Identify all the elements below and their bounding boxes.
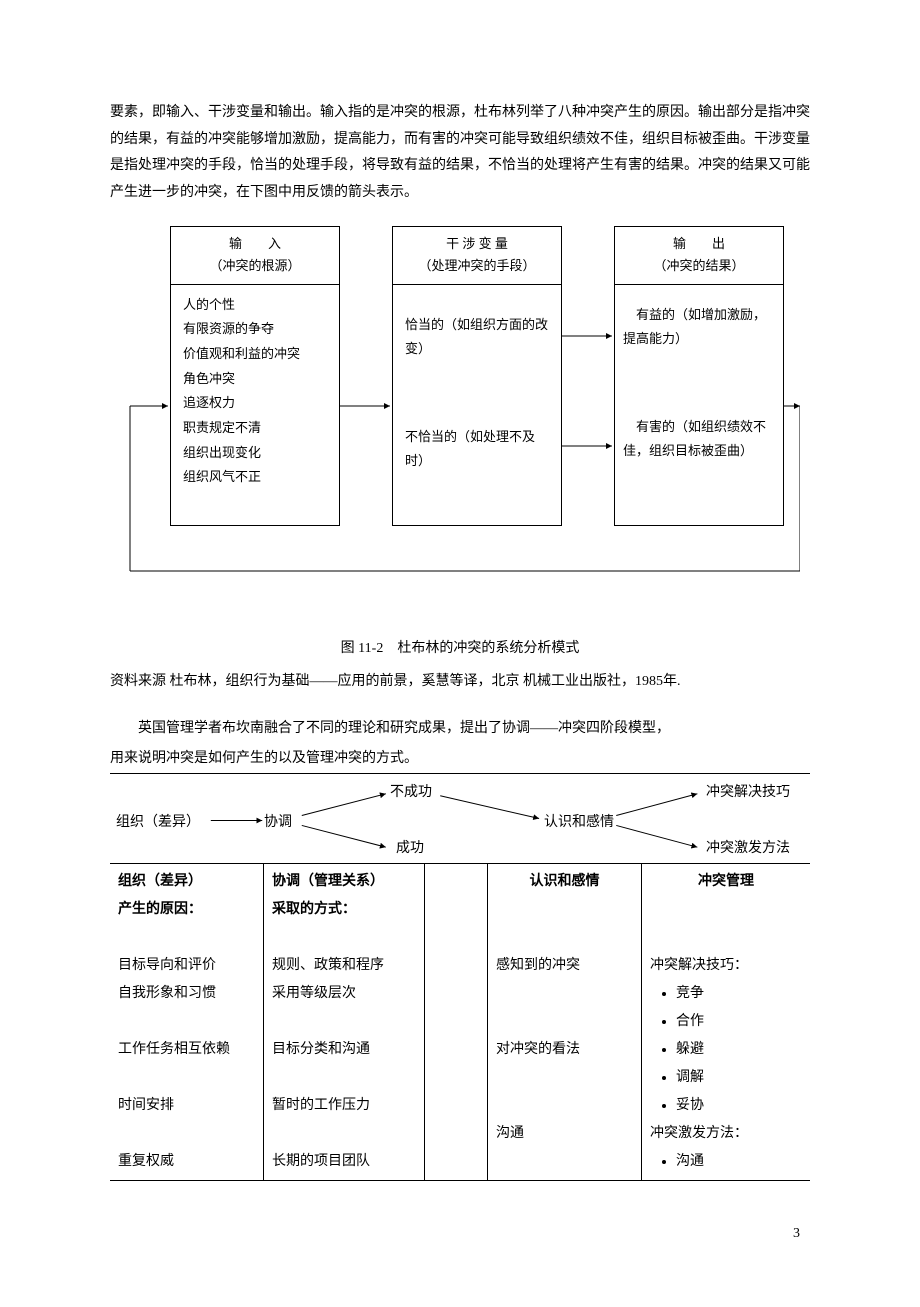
intervening-lower: 不恰当的（如处理不及时） <box>405 425 549 474</box>
box-output: 输 出 （冲突的结果） 有益的（如增加激励，提高能力） 有害的（如组织绩效不佳，… <box>614 226 784 526</box>
resolve-bullets: 竞争 合作 躲避 调解 妥协 <box>650 980 802 1120</box>
diagram-dublin-model: 输 入 （冲突的根源） 人的个性 有限资源的争夺 价值观和利益的冲突 角色冲突 … <box>120 226 800 606</box>
col2-header-b: 采取的方式： <box>272 896 416 924</box>
col1-item <box>118 1008 255 1036</box>
col3-item: 对冲突的看法 <box>496 1036 633 1064</box>
col3-header-a: 认识和感情 <box>496 868 633 896</box>
col2-header-a: 协调（管理关系） <box>272 868 416 896</box>
output-lower: 有害的（如组织绩效不佳，组织目标被歪曲） <box>623 415 775 464</box>
input-item: 角色冲突 <box>183 367 327 392</box>
bullet-item: 躲避 <box>676 1036 802 1064</box>
page-number: 3 <box>110 1221 810 1248</box>
flow-node-perception: 认识和感情 <box>544 810 614 837</box>
input-item: 组织风气不正 <box>183 465 327 490</box>
flow-node-successful: 成功 <box>396 836 424 863</box>
flow-node-org: 组织（差异） <box>116 810 200 837</box>
flow-row: 组织（差异） 协调 不成功 成功 认识和感情 冲突解决技巧 冲突激发方法 <box>110 774 810 864</box>
col3-item <box>496 980 633 1008</box>
intro-paragraph: 要素，即输入、干涉变量和输出。输入指的是冲突的根源，杜布林列举了八种冲突产生的原… <box>110 100 810 206</box>
input-item: 人的个性 <box>183 293 327 318</box>
col1-item: 重复权威 <box>118 1148 255 1176</box>
box-intervening-title: 干 涉 变 量 <box>397 233 557 255</box>
col3-item: 感知到的冲突 <box>496 952 633 980</box>
box-input-subtitle: （冲突的根源） <box>175 255 335 277</box>
col1-item: 时间安排 <box>118 1092 255 1120</box>
stimulate-bullets: 沟通 <box>650 1148 802 1176</box>
input-item: 追逐权力 <box>183 391 327 416</box>
figure-caption: 图 11-2 杜布林的冲突的系统分析模式 <box>110 636 810 663</box>
col3-item <box>496 1064 633 1092</box>
figure-source: 资料来源 杜布林，组织行为基础——应用的前景，奚慧等译，北京 机械工业出版社，1… <box>110 669 810 696</box>
col1-item: 工作任务相互依赖 <box>118 1036 255 1064</box>
input-item: 职责规定不清 <box>183 416 327 441</box>
bullet-item: 合作 <box>676 1008 802 1036</box>
diagram-buchanan-model: 组织（差异） 协调 不成功 成功 认识和感情 冲突解决技巧 冲突激发方法 组织（… <box>110 773 810 1181</box>
box-output-subtitle: （冲突的结果） <box>619 255 779 277</box>
col3-item: 沟通 <box>496 1120 633 1148</box>
flow-node-resolve: 冲突解决技巧 <box>706 780 790 807</box>
col2-item <box>272 1008 416 1036</box>
col1-item <box>118 1120 255 1148</box>
bullet-item: 调解 <box>676 1064 802 1092</box>
input-item: 组织出现变化 <box>183 441 327 466</box>
paragraph-2b: 用来说明冲突是如何产生的以及管理冲突的方式。 <box>110 746 810 773</box>
col4-header-a: 冲突管理 <box>650 868 802 896</box>
bullet-item: 妥协 <box>676 1092 802 1120</box>
box-output-title: 输 出 <box>619 233 779 255</box>
col3-item <box>496 1092 633 1120</box>
col2-item <box>272 1120 416 1148</box>
paragraph-2a: 英国管理学者布坎南融合了不同的理论和研究成果，提出了协调——冲突四阶段模型， <box>110 716 810 743</box>
col4-label-resolve: 冲突解决技巧： <box>650 952 802 980</box>
bullet-item: 竞争 <box>676 980 802 1008</box>
col1-header-b: 产生的原因： <box>118 896 255 924</box>
output-upper: 有益的（如增加激励，提高能力） <box>623 303 775 352</box>
bullet-item: 沟通 <box>676 1148 802 1176</box>
flow-node-stimulate: 冲突激发方法 <box>706 836 790 863</box>
flow-node-coord: 协调 <box>264 810 292 837</box>
col2-item: 目标分类和沟通 <box>272 1036 416 1064</box>
col1-header-a: 组织（差异） <box>118 868 255 896</box>
col2-item <box>272 1064 416 1092</box>
flow-arrows <box>110 774 810 863</box>
input-item: 价值观和利益的冲突 <box>183 342 327 367</box>
col1-item: 自我形象和习惯 <box>118 980 255 1008</box>
col2-item: 暂时的工作压力 <box>272 1092 416 1120</box>
flow-node-unsuccessful: 不成功 <box>390 780 432 807</box>
col1-item <box>118 1064 255 1092</box>
col1-item: 目标导向和评价 <box>118 952 255 980</box>
col2-item: 长期的项目团队 <box>272 1148 416 1176</box>
input-item: 有限资源的争夺 <box>183 317 327 342</box>
col4-label-stimulate: 冲突激发方法： <box>650 1120 802 1148</box>
box-intervening: 干 涉 变 量 （处理冲突的手段） 恰当的（如组织方面的改变） 不恰当的（如处理… <box>392 226 562 526</box>
box-input: 输 入 （冲突的根源） 人的个性 有限资源的争夺 价值观和利益的冲突 角色冲突 … <box>170 226 340 526</box>
box-intervening-subtitle: （处理冲突的手段） <box>397 255 557 277</box>
col3-item <box>496 1008 633 1036</box>
col3-item <box>496 1148 633 1176</box>
stage-table: 组织（差异） 产生的原因： 目标导向和评价 自我形象和习惯 工作任务相互依赖 时… <box>110 864 810 1180</box>
col2-item: 规则、政策和程序 <box>272 952 416 980</box>
box-input-title: 输 入 <box>175 233 335 255</box>
col2-item: 采用等级层次 <box>272 980 416 1008</box>
intervening-upper: 恰当的（如组织方面的改变） <box>405 313 549 362</box>
